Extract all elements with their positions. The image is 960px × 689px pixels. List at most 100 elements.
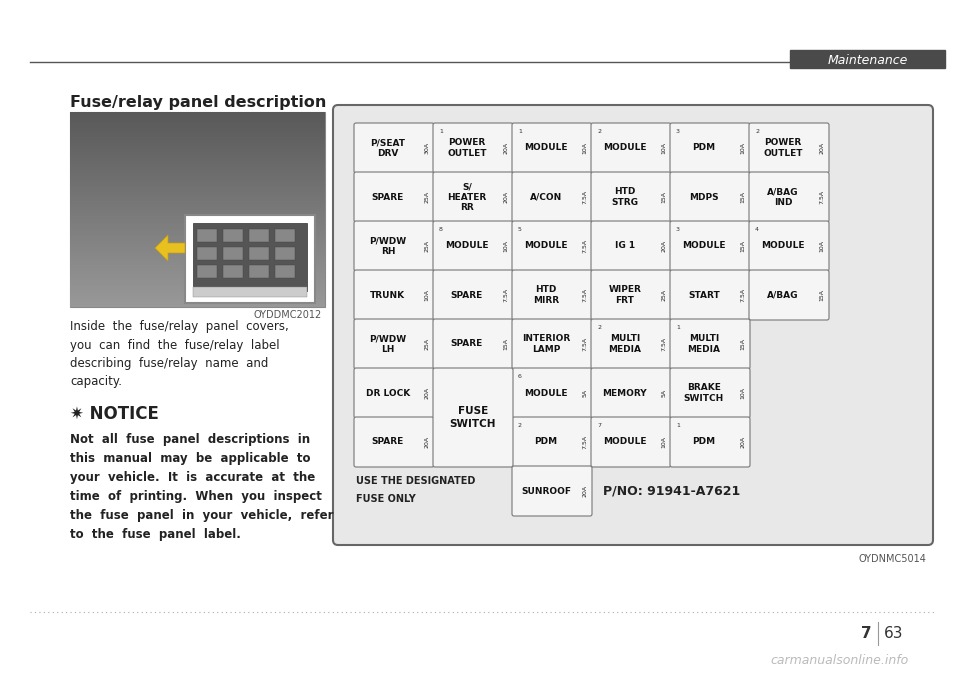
Text: 20A: 20A bbox=[820, 142, 825, 154]
Bar bbox=[249, 229, 269, 242]
Text: MEMORY: MEMORY bbox=[603, 389, 647, 398]
Text: 7.5A: 7.5A bbox=[583, 435, 588, 449]
FancyBboxPatch shape bbox=[591, 417, 671, 467]
Text: S/
HEATER
RR: S/ HEATER RR bbox=[447, 182, 487, 212]
FancyBboxPatch shape bbox=[512, 319, 592, 369]
FancyBboxPatch shape bbox=[354, 319, 434, 369]
Text: START: START bbox=[688, 291, 720, 300]
Text: P/SEAT
DRV: P/SEAT DRV bbox=[371, 138, 405, 158]
Text: 7: 7 bbox=[861, 626, 872, 641]
Text: 15A: 15A bbox=[503, 338, 509, 350]
FancyBboxPatch shape bbox=[512, 270, 592, 320]
Text: P/WDW
RH: P/WDW RH bbox=[370, 236, 406, 256]
Text: 10A: 10A bbox=[740, 387, 746, 399]
Text: OYDNMC5014: OYDNMC5014 bbox=[858, 554, 926, 564]
FancyBboxPatch shape bbox=[670, 417, 750, 467]
Text: SPARE: SPARE bbox=[372, 192, 404, 201]
Text: PDM: PDM bbox=[535, 438, 558, 446]
Text: 7.5A: 7.5A bbox=[820, 190, 825, 204]
Text: Not  all  fuse  panel  descriptions  in
this  manual  may  be  applicable  to
yo: Not all fuse panel descriptions in this … bbox=[70, 433, 333, 541]
Text: A/BAG: A/BAG bbox=[767, 291, 799, 300]
FancyBboxPatch shape bbox=[354, 270, 434, 320]
FancyBboxPatch shape bbox=[749, 221, 829, 271]
FancyBboxPatch shape bbox=[512, 221, 592, 271]
FancyBboxPatch shape bbox=[512, 466, 592, 516]
Text: 4: 4 bbox=[755, 227, 759, 232]
Bar bbox=[790, 50, 945, 68]
FancyBboxPatch shape bbox=[591, 368, 671, 418]
Bar bbox=[185, 215, 315, 303]
FancyBboxPatch shape bbox=[433, 368, 513, 467]
Text: carmanualsonline.info: carmanualsonline.info bbox=[771, 653, 909, 666]
Text: 5A: 5A bbox=[583, 389, 588, 397]
FancyBboxPatch shape bbox=[354, 123, 434, 173]
Text: MODULE: MODULE bbox=[445, 242, 489, 251]
FancyBboxPatch shape bbox=[591, 172, 671, 222]
Text: SPARE: SPARE bbox=[451, 340, 483, 349]
Text: MULTI
MEDIA: MULTI MEDIA bbox=[609, 334, 641, 353]
Text: SPARE: SPARE bbox=[451, 291, 483, 300]
FancyBboxPatch shape bbox=[591, 123, 671, 173]
Bar bbox=[223, 247, 243, 260]
Bar bbox=[197, 247, 217, 260]
Text: 7.5A: 7.5A bbox=[583, 337, 588, 351]
Text: Fuse/relay panel description: Fuse/relay panel description bbox=[70, 95, 326, 110]
Text: MODULE: MODULE bbox=[683, 242, 726, 251]
Text: P/WDW
LH: P/WDW LH bbox=[370, 334, 406, 353]
Bar bbox=[249, 265, 269, 278]
Text: 10A: 10A bbox=[820, 240, 825, 252]
FancyBboxPatch shape bbox=[512, 172, 592, 222]
Text: Maintenance: Maintenance bbox=[828, 54, 908, 67]
FancyBboxPatch shape bbox=[749, 270, 829, 320]
FancyBboxPatch shape bbox=[433, 270, 513, 320]
Text: P/NO: 91941-A7621: P/NO: 91941-A7621 bbox=[603, 484, 740, 497]
Text: 7.5A: 7.5A bbox=[503, 288, 509, 302]
FancyBboxPatch shape bbox=[670, 123, 750, 173]
Text: 30A: 30A bbox=[424, 142, 429, 154]
Text: A/BAG
IND: A/BAG IND bbox=[767, 187, 799, 207]
FancyBboxPatch shape bbox=[512, 368, 592, 418]
Text: 15A: 15A bbox=[820, 289, 825, 301]
Text: 10A: 10A bbox=[661, 436, 666, 448]
FancyBboxPatch shape bbox=[354, 417, 434, 467]
FancyBboxPatch shape bbox=[591, 270, 671, 320]
Text: MDPS: MDPS bbox=[689, 192, 719, 201]
FancyBboxPatch shape bbox=[670, 319, 750, 369]
Text: 7.5A: 7.5A bbox=[740, 288, 746, 302]
Text: SUNROOF: SUNROOF bbox=[521, 486, 571, 495]
Text: 20A: 20A bbox=[424, 436, 429, 448]
Text: PDM: PDM bbox=[692, 143, 715, 152]
Text: POWER
OUTLET: POWER OUTLET bbox=[763, 138, 803, 158]
Text: MODULE: MODULE bbox=[603, 143, 647, 152]
Text: 10A: 10A bbox=[503, 240, 509, 252]
Text: TRUNK: TRUNK bbox=[371, 291, 405, 300]
FancyBboxPatch shape bbox=[670, 172, 750, 222]
Text: 10A: 10A bbox=[583, 142, 588, 154]
Text: 20A: 20A bbox=[583, 485, 588, 497]
Text: DR LOCK: DR LOCK bbox=[366, 389, 410, 398]
Text: 20A: 20A bbox=[424, 387, 429, 399]
Text: BRAKE
SWITCH: BRAKE SWITCH bbox=[684, 383, 724, 402]
Bar bbox=[275, 265, 295, 278]
Text: 25A: 25A bbox=[424, 240, 429, 252]
Text: A/CON: A/CON bbox=[530, 192, 562, 201]
Text: 7.5A: 7.5A bbox=[583, 288, 588, 302]
Text: 15A: 15A bbox=[740, 191, 746, 203]
FancyBboxPatch shape bbox=[354, 221, 434, 271]
Text: IG 1: IG 1 bbox=[614, 242, 635, 251]
Text: 15A: 15A bbox=[740, 240, 746, 252]
Text: 15A: 15A bbox=[661, 191, 666, 203]
Text: 8: 8 bbox=[439, 227, 443, 232]
Text: MODULE: MODULE bbox=[761, 242, 804, 251]
Text: 15A: 15A bbox=[740, 338, 746, 350]
Text: 10A: 10A bbox=[740, 142, 746, 154]
FancyBboxPatch shape bbox=[433, 123, 513, 173]
Text: SPARE: SPARE bbox=[372, 438, 404, 446]
FancyBboxPatch shape bbox=[591, 221, 671, 271]
Text: OYDDMC2012: OYDDMC2012 bbox=[253, 310, 322, 320]
FancyBboxPatch shape bbox=[433, 172, 513, 222]
Text: 10A: 10A bbox=[424, 289, 429, 301]
Text: WIPER
FRT: WIPER FRT bbox=[609, 285, 641, 305]
Text: 1: 1 bbox=[439, 129, 443, 134]
Text: 1: 1 bbox=[518, 129, 522, 134]
